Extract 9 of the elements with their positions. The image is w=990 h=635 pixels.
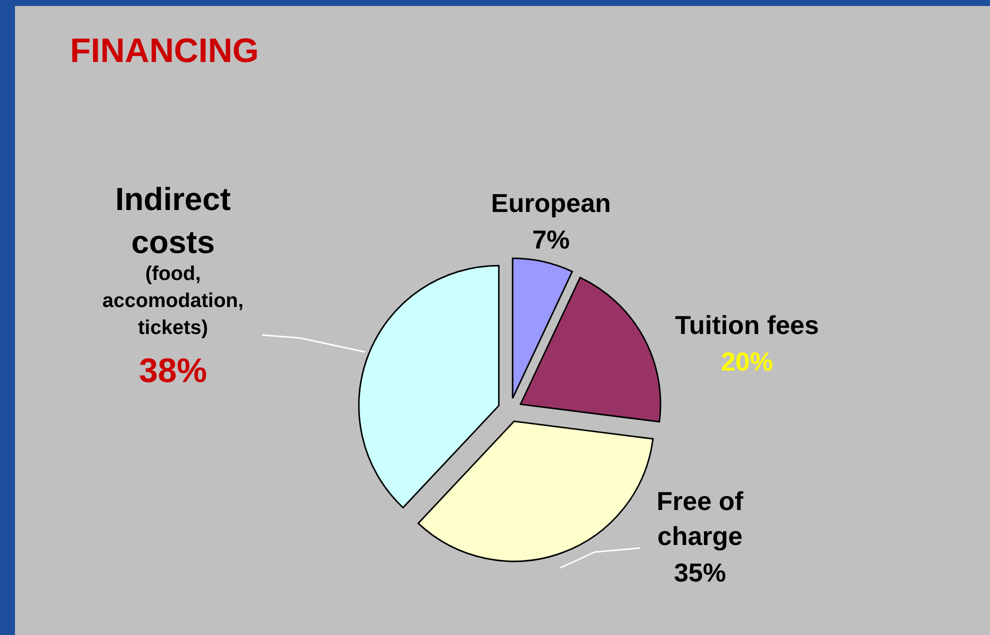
slice-label: Tuition fees (675, 310, 819, 340)
data-label: 7% (532, 224, 570, 254)
slice-label: European (491, 188, 611, 218)
slice-label: Indirect costs (food, accomodation, tickets) (102, 181, 244, 340)
data-label: 20% (720, 346, 774, 376)
data-label: 38% (138, 352, 208, 390)
data-label: 35% (674, 558, 726, 588)
slice-label: Free of charge (656, 486, 744, 552)
chart-title: FINANCING (70, 32, 259, 70)
